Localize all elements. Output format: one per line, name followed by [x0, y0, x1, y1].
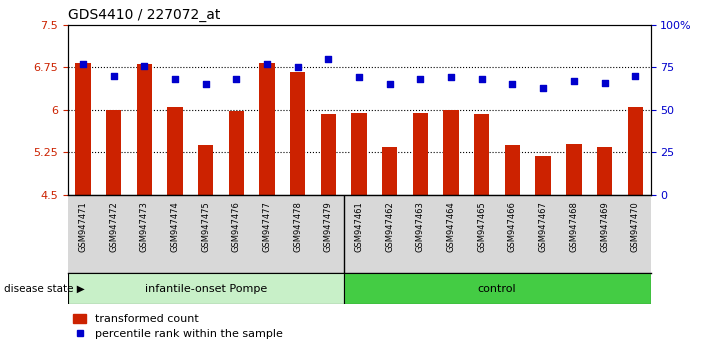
- Legend: transformed count, percentile rank within the sample: transformed count, percentile rank withi…: [73, 314, 283, 339]
- Point: [629, 73, 641, 79]
- Text: GSM947469: GSM947469: [600, 201, 609, 252]
- Point: [292, 64, 304, 70]
- Text: GDS4410 / 227072_at: GDS4410 / 227072_at: [68, 8, 220, 22]
- Bar: [290, 72, 305, 195]
- Point: [108, 73, 119, 79]
- Point: [139, 63, 150, 68]
- Bar: [229, 112, 244, 195]
- Text: GSM947470: GSM947470: [631, 201, 640, 252]
- Point: [323, 56, 334, 62]
- Text: disease state ▶: disease state ▶: [4, 284, 85, 293]
- Point: [415, 76, 426, 82]
- Bar: [351, 113, 367, 195]
- Bar: [597, 147, 612, 195]
- Bar: [106, 110, 122, 195]
- Text: GSM947466: GSM947466: [508, 201, 517, 252]
- Point: [538, 85, 549, 91]
- Bar: [343, 273, 651, 304]
- Bar: [382, 147, 397, 195]
- Bar: [505, 145, 520, 195]
- Bar: [68, 273, 343, 304]
- Bar: [137, 64, 152, 195]
- Text: GSM947472: GSM947472: [109, 201, 118, 252]
- Point: [230, 76, 242, 82]
- Text: GSM947462: GSM947462: [385, 201, 394, 252]
- Point: [262, 61, 273, 67]
- Text: GSM947461: GSM947461: [355, 201, 363, 252]
- Bar: [413, 113, 428, 195]
- Text: GSM947475: GSM947475: [201, 201, 210, 252]
- Text: GSM947464: GSM947464: [447, 201, 456, 252]
- Point: [507, 81, 518, 87]
- Point: [384, 81, 395, 87]
- Text: infantile-onset Pompe: infantile-onset Pompe: [144, 284, 267, 293]
- Point: [353, 75, 365, 80]
- Bar: [628, 108, 643, 195]
- Text: GSM947477: GSM947477: [262, 201, 272, 252]
- Bar: [167, 108, 183, 195]
- Bar: [198, 145, 213, 195]
- Bar: [444, 110, 459, 195]
- Point: [77, 61, 89, 67]
- Point: [568, 78, 579, 84]
- Bar: [566, 144, 582, 195]
- Text: GSM947463: GSM947463: [416, 201, 425, 252]
- Bar: [535, 156, 551, 195]
- Point: [599, 80, 610, 85]
- Text: GSM947479: GSM947479: [324, 201, 333, 252]
- Point: [476, 76, 488, 82]
- Text: GSM947467: GSM947467: [539, 201, 547, 252]
- Text: GSM947474: GSM947474: [171, 201, 179, 252]
- Bar: [474, 114, 489, 195]
- Text: GSM947473: GSM947473: [140, 201, 149, 252]
- Text: GSM947471: GSM947471: [78, 201, 87, 252]
- Bar: [260, 63, 274, 195]
- Point: [200, 81, 211, 87]
- Text: GSM947468: GSM947468: [570, 201, 578, 252]
- Text: GSM947476: GSM947476: [232, 201, 241, 252]
- Bar: [321, 114, 336, 195]
- Text: GSM947478: GSM947478: [293, 201, 302, 252]
- Text: control: control: [478, 284, 516, 293]
- Bar: [75, 63, 90, 195]
- Point: [445, 75, 456, 80]
- Text: GSM947465: GSM947465: [477, 201, 486, 252]
- Point: [169, 76, 181, 82]
